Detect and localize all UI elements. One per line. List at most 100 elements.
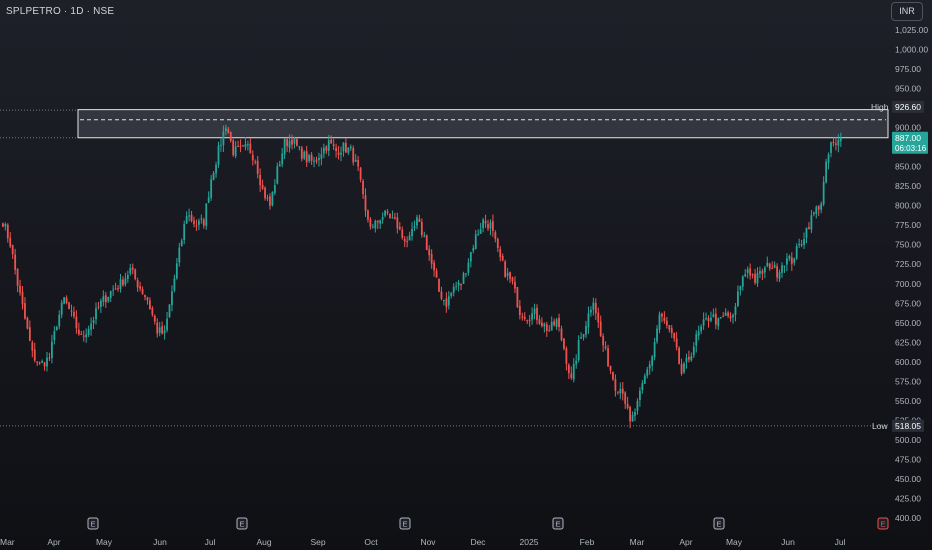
candle [472,244,475,254]
candle-body [496,238,499,249]
candle-body [820,203,823,210]
candle-body [340,152,342,155]
candle-body [526,320,529,322]
candle-body [242,145,244,147]
candle [82,330,85,342]
candle [418,214,421,222]
candle [514,276,516,294]
candle-body [16,268,19,286]
candle [548,324,551,332]
candle [700,324,703,335]
candle [612,371,614,381]
candle [812,211,815,217]
candle-body [563,338,565,349]
candle-body [582,334,585,338]
candle-body [472,247,475,251]
candle-body [156,322,159,334]
candle-body [261,184,264,189]
price-axis[interactable]: 1,025.001,000.00975.00950.00925.00900.00… [895,25,928,523]
candle-body [401,229,404,238]
candle [607,344,609,367]
candle-body [499,248,502,258]
candle [95,302,97,325]
candle-body [112,289,115,291]
candle [122,276,124,287]
candle-body [131,267,134,270]
candle [523,312,526,321]
x-tick-label: Aug [256,537,271,547]
candle-body [198,220,200,225]
candle [335,143,337,158]
candle [580,332,582,339]
candle-body [793,258,796,263]
candle-body [73,311,75,317]
candle-body [430,254,433,264]
candle-body [523,316,526,320]
y-tick-label: 550.00 [895,396,921,406]
candle [65,295,68,305]
candle [129,263,132,276]
candle [553,318,556,327]
candle [445,292,448,313]
candle [575,354,578,369]
candle-body [656,328,658,342]
candle [273,179,276,196]
candle-body [330,139,333,144]
candle-body [800,244,803,246]
candle [656,325,658,344]
candle [332,138,335,151]
candle [376,220,379,230]
candle-body [251,154,254,161]
candle [440,286,443,301]
time-axis[interactable]: Mar Apr May Jun Jul Aug Sep Oct Nov Dec 2025 Feb Mar… [0,537,846,547]
candle-body [60,302,63,315]
currency-button[interactable]: INR [891,2,923,21]
candle-body [163,330,166,334]
candle-body [75,316,78,329]
candle [624,391,627,409]
candle-body [447,296,450,306]
candle [822,176,825,207]
candle [357,156,360,172]
earnings-marker-box [399,517,411,530]
candle-body [830,142,832,153]
candle-body [580,337,582,339]
candle-body [639,390,641,400]
candle [291,134,293,150]
candle-body [173,278,176,291]
candle [340,146,342,162]
candle-body [24,303,26,319]
earnings-marker-label: E [716,520,721,529]
candle-body [827,154,830,163]
candle-body [19,285,21,293]
candle [193,216,195,228]
candle-body [92,320,95,324]
candle-body [129,267,132,274]
candle-body [658,314,661,330]
candle [318,152,320,167]
candle [685,353,688,369]
candle-body [188,215,190,217]
candle-body [712,314,715,318]
candle [281,147,284,168]
candle-body [122,279,124,286]
candle-body [543,323,546,327]
candle [352,145,355,166]
candle-body [643,375,646,384]
candle [482,217,484,233]
candle [675,331,678,351]
candle-body [474,234,477,249]
candle [467,258,470,276]
candle-body [467,262,470,273]
x-tick-label: Apr [47,537,60,547]
candle [749,263,752,280]
candle-body [158,327,161,333]
candle [210,175,213,201]
candle [362,178,364,199]
x-tick-label: Mar [0,537,15,547]
candle [11,244,14,260]
candle [781,262,783,278]
candle [783,265,786,273]
candle-body [217,145,220,165]
